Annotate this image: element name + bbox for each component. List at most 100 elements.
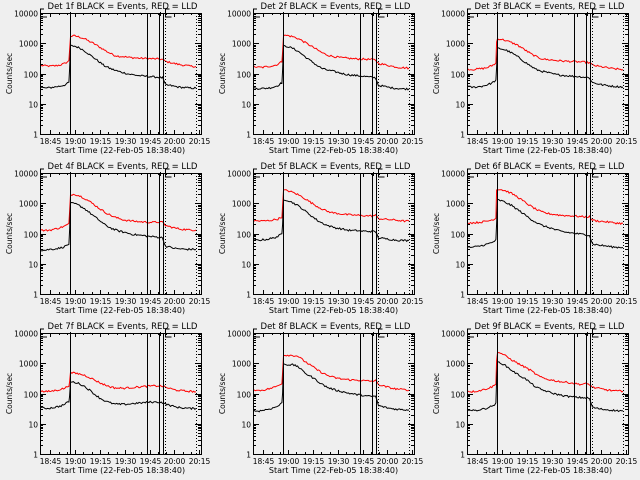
title-bracket-right [165, 168, 170, 172]
y-tick-label: 1 [33, 131, 38, 140]
x-tick-label: 19:15 [303, 297, 325, 306]
panel-det-5: Det 5f BLACK = Events, RED = LLD 1 10 100 10… [218, 162, 424, 315]
y-tick-label: 1000 [19, 40, 38, 49]
y-tick-label: 100 [24, 71, 39, 80]
panel-title: Det 8f BLACK = Events, RED = LLD [261, 322, 411, 332]
title-bracket-right [378, 328, 383, 332]
panel-title: Det 3f BLACK = Events, RED = LLD [475, 2, 625, 12]
x-axis-label: Start Time (22-Feb-05 18:38:40) [483, 306, 612, 315]
title-bracket-left [253, 328, 257, 332]
y-tick-label: 10 [241, 421, 251, 430]
y-tick-label: 10000 [227, 10, 251, 19]
x-axis-label: Start Time (22-Feb-05 18:38:40) [483, 146, 612, 155]
title-bracket-right [378, 8, 383, 12]
panel-title: Det 9f BLACK = Events, RED = LLD [475, 322, 625, 332]
x-tick-label: 20:15 [402, 297, 424, 306]
x-tick-label: 20:00 [591, 457, 613, 466]
x-tick-label: 18:45 [40, 297, 62, 306]
x-tick-label: 19:45 [353, 297, 375, 306]
y-tick-label: 1 [460, 131, 465, 140]
x-tick-label: 20:00 [377, 297, 399, 306]
x-tick-label: 19:30 [328, 297, 350, 306]
y-axis-label: Counts/sec [432, 373, 441, 414]
x-tick-label: 19:15 [90, 457, 112, 466]
y-axis-label: Counts/sec [432, 213, 441, 254]
y-axis-label: Counts/sec [5, 53, 14, 94]
x-tick-label: 19:30 [542, 137, 564, 146]
x-tick-label: 18:45 [253, 137, 275, 146]
x-tick-label: 20:15 [189, 457, 211, 466]
y-tick-label: 1 [460, 451, 465, 460]
y-tick-label: 10000 [14, 170, 38, 179]
panel-det-1: Det 1f BLACK = Events, RED = LLD 1 10 100 10… [5, 2, 211, 155]
x-tick-label: 19:45 [353, 137, 375, 146]
x-tick-label: 19:15 [517, 137, 539, 146]
x-tick-label: 19:00 [492, 137, 514, 146]
x-tick-label: 19:45 [140, 137, 162, 146]
y-tick-label: 10 [28, 101, 38, 110]
y-axis-label: Counts/sec [5, 213, 14, 254]
panel-det-4: Det 4f BLACK = Events, RED = LLD 1 10 100 10… [5, 162, 211, 315]
x-tick-label: 20:15 [616, 297, 638, 306]
y-axis-label: Counts/sec [218, 213, 227, 254]
panel-title: Det 1f BLACK = Events, RED = LLD [48, 2, 198, 12]
series-line-events [40, 201, 197, 252]
y-tick-label: 10000 [441, 330, 465, 339]
series-line-events [253, 362, 410, 413]
x-tick-label: 18:45 [467, 297, 489, 306]
x-tick-label: 18:45 [253, 457, 275, 466]
title-bracket-left [467, 328, 471, 332]
y-axis-label: Counts/sec [432, 53, 441, 94]
x-tick-label: 20:15 [402, 457, 424, 466]
x-tick-label: 19:00 [492, 297, 514, 306]
title-bracket-left [253, 168, 257, 172]
y-tick-label: 1000 [232, 360, 251, 369]
y-tick-label: 10000 [441, 170, 465, 179]
title-bracket-left [40, 8, 44, 12]
y-tick-label: 1000 [446, 40, 465, 49]
y-tick-label: 100 [24, 231, 39, 240]
y-tick-label: 1 [246, 291, 251, 300]
y-tick-label: 10 [455, 421, 465, 430]
y-tick-label: 10 [241, 101, 251, 110]
x-tick-label: 18:45 [253, 297, 275, 306]
x-tick-label: 20:15 [616, 457, 638, 466]
x-tick-label: 19:00 [278, 297, 300, 306]
y-tick-label: 1000 [232, 200, 251, 209]
x-tick-label: 20:15 [189, 137, 211, 146]
x-axis-label: Start Time (22-Feb-05 18:38:40) [269, 466, 398, 475]
panel-title: Det 7f BLACK = Events, RED = LLD [48, 322, 198, 332]
y-tick-label: 100 [237, 231, 252, 240]
y-tick-label: 1 [246, 131, 251, 140]
x-tick-label: 20:00 [591, 297, 613, 306]
x-tick-label: 18:45 [467, 137, 489, 146]
x-tick-label: 20:00 [377, 457, 399, 466]
y-tick-label: 100 [451, 231, 466, 240]
x-tick-label: 19:30 [115, 457, 137, 466]
y-tick-label: 10000 [227, 170, 251, 179]
y-tick-label: 10 [28, 421, 38, 430]
x-tick-label: 19:45 [140, 457, 162, 466]
y-axis-label: Counts/sec [218, 373, 227, 414]
series-line-lld [467, 189, 624, 225]
x-tick-label: 20:00 [164, 297, 186, 306]
series-line-events [467, 47, 624, 89]
series-line-lld [253, 354, 410, 392]
x-tick-label: 19:45 [140, 297, 162, 306]
title-bracket-right [592, 8, 597, 12]
series-line-lld [40, 193, 197, 232]
panel-title: Det 5f BLACK = Events, RED = LLD [261, 162, 411, 172]
x-tick-label: 19:30 [328, 137, 350, 146]
x-tick-label: 19:00 [492, 457, 514, 466]
series-line-events [253, 199, 410, 243]
x-tick-label: 19:00 [65, 297, 87, 306]
title-bracket-left [253, 8, 257, 12]
x-tick-label: 20:15 [402, 137, 424, 146]
x-tick-label: 19:15 [90, 137, 112, 146]
x-axis-label: Start Time (22-Feb-05 18:38:40) [56, 146, 185, 155]
series-line-events [40, 44, 197, 90]
x-axis-label: Start Time (22-Feb-05 18:38:40) [269, 146, 398, 155]
x-tick-label: 19:45 [567, 297, 589, 306]
y-tick-label: 10000 [227, 330, 251, 339]
y-tick-label: 1000 [19, 200, 38, 209]
